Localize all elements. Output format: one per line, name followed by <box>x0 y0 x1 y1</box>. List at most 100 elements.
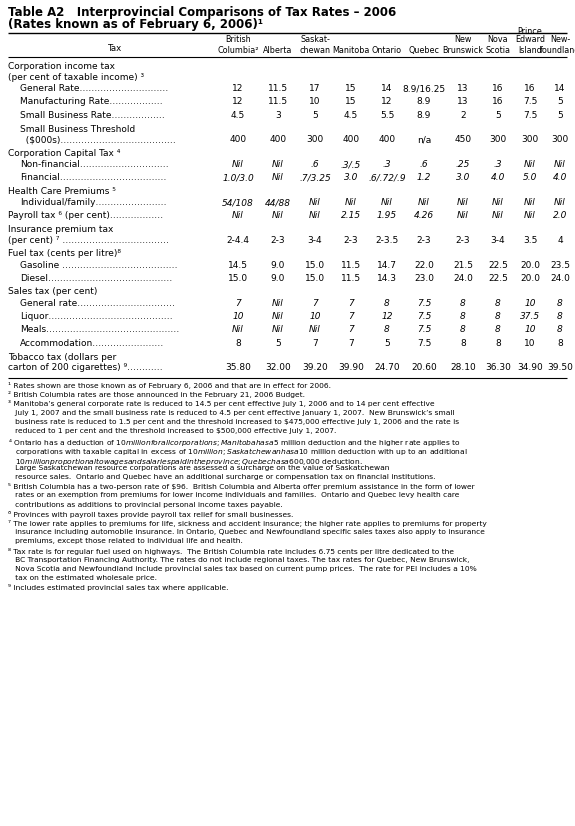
Text: 2: 2 <box>460 111 466 120</box>
Text: Prince: Prince <box>518 27 542 36</box>
Text: 37.5: 37.5 <box>520 312 540 321</box>
Text: Corporation income tax: Corporation income tax <box>8 62 115 71</box>
Text: Nil: Nil <box>272 312 284 321</box>
Text: 14: 14 <box>554 84 566 93</box>
Text: 11.5: 11.5 <box>268 84 288 93</box>
Text: 8: 8 <box>557 339 563 348</box>
Text: July 1, 2007 and the small business rate is reduced to 4.5 per cent effective Ja: July 1, 2007 and the small business rate… <box>8 410 455 415</box>
Text: 400: 400 <box>343 135 359 145</box>
Text: 2-3: 2-3 <box>271 236 285 245</box>
Text: 10: 10 <box>232 312 244 321</box>
Text: 8: 8 <box>495 339 501 348</box>
Text: 400: 400 <box>229 135 247 145</box>
Text: 5: 5 <box>557 97 563 107</box>
Text: 300: 300 <box>551 135 569 145</box>
Text: 7: 7 <box>312 298 318 307</box>
Text: 10: 10 <box>309 97 321 107</box>
Text: 23.5: 23.5 <box>550 260 570 269</box>
Text: 7.5: 7.5 <box>523 111 537 120</box>
Text: ⁹ Includes estimated provincial sales tax where applicable.: ⁹ Includes estimated provincial sales ta… <box>8 585 228 591</box>
Text: 7: 7 <box>235 298 241 307</box>
Text: Nil: Nil <box>457 211 469 221</box>
Text: ⁷ The lower rate applies to premiums for life, sickness and accident insurance; : ⁷ The lower rate applies to premiums for… <box>8 520 487 527</box>
Text: ⁵ British Columbia has a two-person rate of $96.  British Columbia and Alberta o: ⁵ British Columbia has a two-person rate… <box>8 483 474 490</box>
Text: insurance including automobile insurance. In Ontario, Quebec and Newfoundland sp: insurance including automobile insurance… <box>8 529 485 535</box>
Text: General Rate…………………………: General Rate………………………… <box>20 84 168 93</box>
Text: Saskat-: Saskat- <box>300 35 330 44</box>
Text: 13: 13 <box>457 84 469 93</box>
Text: Fuel tax (cents per litre)⁸: Fuel tax (cents per litre)⁸ <box>8 249 121 259</box>
Text: 15: 15 <box>345 84 356 93</box>
Text: 8: 8 <box>384 298 390 307</box>
Text: 2.0: 2.0 <box>553 211 567 221</box>
Text: 8: 8 <box>495 298 501 307</box>
Text: 4.0: 4.0 <box>553 173 567 183</box>
Text: New: New <box>454 35 471 44</box>
Text: 12: 12 <box>232 84 244 93</box>
Text: 7: 7 <box>312 339 318 348</box>
Text: 4.5: 4.5 <box>231 111 245 120</box>
Text: chewan: chewan <box>300 46 331 55</box>
Text: Non-financial…………………………: Non-financial………………………… <box>20 160 168 169</box>
Text: 7: 7 <box>348 325 354 335</box>
Text: Liquor……………………………………: Liquor…………………………………… <box>20 312 172 321</box>
Text: 3.5: 3.5 <box>523 236 537 245</box>
Text: .6/.72/.9: .6/.72/.9 <box>368 173 406 183</box>
Text: 16: 16 <box>524 84 536 93</box>
Text: Large Saskatchewan resource corporations are assessed a surcharge on the value o: Large Saskatchewan resource corporations… <box>8 465 389 471</box>
Text: 2-3.5: 2-3.5 <box>375 236 398 245</box>
Text: Nil: Nil <box>554 198 566 207</box>
Text: .3/.5: .3/.5 <box>341 160 361 169</box>
Text: 24.0: 24.0 <box>453 274 473 283</box>
Text: Nil: Nil <box>272 173 284 183</box>
Text: (per cent of taxable income) ³: (per cent of taxable income) ³ <box>8 73 144 82</box>
Text: 7: 7 <box>348 312 354 321</box>
Text: 8: 8 <box>460 312 466 321</box>
Text: 8: 8 <box>557 298 563 307</box>
Text: Nil: Nil <box>381 198 393 207</box>
Text: Nil: Nil <box>272 211 284 221</box>
Text: Tax: Tax <box>108 44 122 53</box>
Text: 39.90: 39.90 <box>338 363 364 373</box>
Text: 2-4.4: 2-4.4 <box>227 236 250 245</box>
Text: 300: 300 <box>522 135 539 145</box>
Text: 5: 5 <box>384 339 390 348</box>
Text: 4.0: 4.0 <box>491 173 505 183</box>
Text: 54/108: 54/108 <box>222 198 254 207</box>
Text: 10: 10 <box>309 312 321 321</box>
Text: Tobacco tax (dollars per: Tobacco tax (dollars per <box>8 353 116 362</box>
Text: 13: 13 <box>457 97 469 107</box>
Text: Nil: Nil <box>492 211 504 221</box>
Text: Small Business Threshold: Small Business Threshold <box>20 125 135 134</box>
Text: Nil: Nil <box>272 298 284 307</box>
Text: (per cent) ⁷ ………………………………: (per cent) ⁷ ……………………………… <box>8 236 169 245</box>
Text: 14: 14 <box>381 84 393 93</box>
Text: Corporation Capital Tax ⁴: Corporation Capital Tax ⁴ <box>8 149 120 158</box>
Text: 17: 17 <box>309 84 321 93</box>
Text: 5: 5 <box>495 111 501 120</box>
Text: Manitoba: Manitoba <box>332 46 370 55</box>
Text: 8: 8 <box>557 325 563 335</box>
Text: 8: 8 <box>235 339 241 348</box>
Text: 39.50: 39.50 <box>547 363 573 373</box>
Text: 12: 12 <box>381 312 393 321</box>
Text: 8: 8 <box>384 325 390 335</box>
Text: 8.9: 8.9 <box>417 111 431 120</box>
Text: 34.90: 34.90 <box>517 363 543 373</box>
Text: Meals………………………………………: Meals……………………………………… <box>20 325 179 335</box>
Text: ³ Manitoba’s general corporate rate is reduced to 14.5 per cent effective July 1: ³ Manitoba’s general corporate rate is r… <box>8 401 435 407</box>
Text: 15.0: 15.0 <box>305 274 325 283</box>
Text: .25: .25 <box>456 160 470 169</box>
Text: 36.30: 36.30 <box>485 363 511 373</box>
Text: Alberta: Alberta <box>263 46 293 55</box>
Text: (Rates known as of February 6, 2006)¹: (Rates known as of February 6, 2006)¹ <box>8 18 263 31</box>
Text: 400: 400 <box>378 135 396 145</box>
Text: 22.0: 22.0 <box>414 260 434 269</box>
Text: Edward: Edward <box>515 35 545 44</box>
Text: rates or an exemption from premiums for lower income individuals and families.  : rates or an exemption from premiums for … <box>8 492 459 498</box>
Text: 7.5: 7.5 <box>417 325 431 335</box>
Text: 9.0: 9.0 <box>271 274 285 283</box>
Text: 8: 8 <box>495 325 501 335</box>
Text: 8.9: 8.9 <box>417 97 431 107</box>
Text: 11.5: 11.5 <box>341 274 361 283</box>
